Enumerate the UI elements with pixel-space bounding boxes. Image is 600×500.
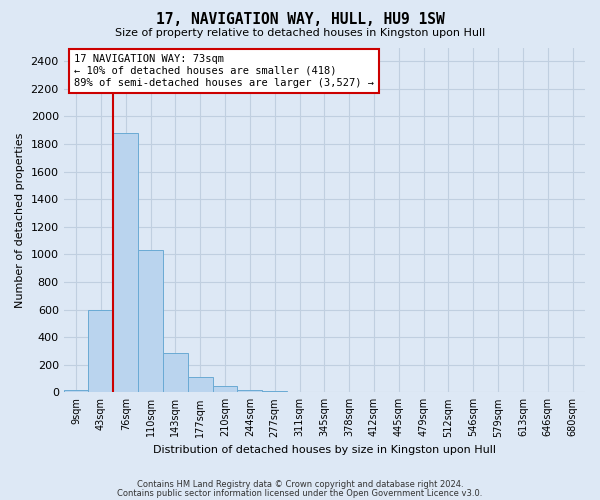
Y-axis label: Number of detached properties: Number of detached properties [15, 132, 25, 308]
Text: 17 NAVIGATION WAY: 73sqm
← 10% of detached houses are smaller (418)
89% of semi-: 17 NAVIGATION WAY: 73sqm ← 10% of detach… [74, 54, 374, 88]
Bar [64, 390, 88, 392]
Text: Contains HM Land Registry data © Crown copyright and database right 2024.: Contains HM Land Registry data © Crown c… [137, 480, 463, 489]
Bar [163, 353, 188, 393]
X-axis label: Distribution of detached houses by size in Kingston upon Hull: Distribution of detached houses by size … [153, 445, 496, 455]
Bar [212, 386, 238, 392]
Text: Size of property relative to detached houses in Kingston upon Hull: Size of property relative to detached ho… [115, 28, 485, 38]
Text: 17, NAVIGATION WAY, HULL, HU9 1SW: 17, NAVIGATION WAY, HULL, HU9 1SW [155, 12, 445, 28]
Bar [138, 250, 163, 392]
Bar [262, 391, 287, 392]
Bar [88, 310, 113, 392]
Bar [238, 390, 262, 392]
Text: Contains public sector information licensed under the Open Government Licence v3: Contains public sector information licen… [118, 488, 482, 498]
Bar [113, 133, 138, 392]
Bar [188, 377, 212, 392]
